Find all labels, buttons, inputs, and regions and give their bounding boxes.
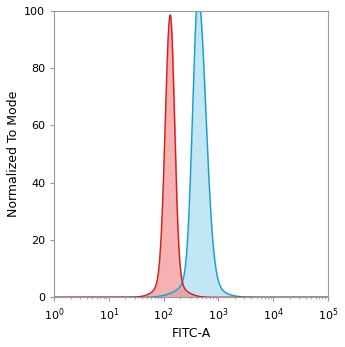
X-axis label: FITC-A: FITC-A xyxy=(171,327,210,340)
Y-axis label: Normalized To Mode: Normalized To Mode xyxy=(7,91,20,217)
